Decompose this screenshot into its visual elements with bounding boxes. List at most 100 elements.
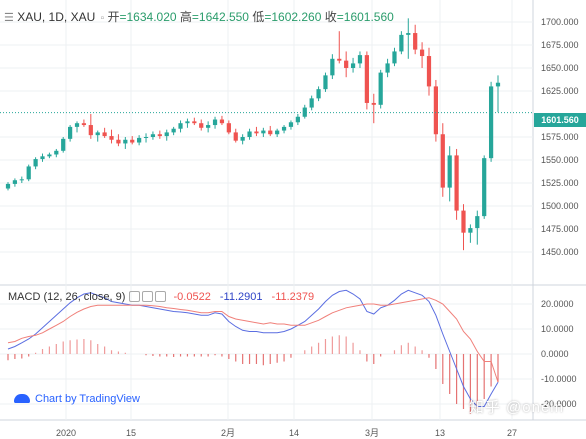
price-tick-label: 1675.000 (541, 40, 579, 50)
price-tick-label: 1475.000 (541, 224, 579, 234)
candle (475, 210, 480, 245)
candle (233, 128, 238, 143)
candle (68, 125, 73, 142)
low-value: =1602.260 (264, 10, 322, 24)
time-tick-label: 2020 (56, 428, 76, 438)
candle (378, 69, 383, 109)
time-tick-label: 15 (126, 428, 136, 438)
candle (406, 18, 411, 59)
candle (5, 182, 11, 191)
candle (81, 119, 87, 127)
candle (344, 51, 349, 78)
candle (192, 117, 197, 126)
candle (178, 120, 183, 133)
candle (350, 57, 356, 73)
close-value: =1601.560 (336, 10, 394, 24)
candle (482, 155, 487, 219)
candle (461, 204, 466, 251)
high-value: =1642.550 (191, 10, 249, 24)
high-label: 高 (179, 10, 192, 24)
candle (385, 58, 390, 78)
candle (143, 133, 149, 143)
candle (323, 72, 328, 92)
candle (47, 152, 52, 159)
collapse-icon[interactable]: ☰ (4, 12, 14, 24)
candle (426, 47, 432, 96)
macd-tick-label: -20.0000 (541, 399, 577, 409)
macd-line (7, 289, 499, 407)
candle (316, 86, 321, 102)
candle (240, 134, 245, 145)
tradingview-brand[interactable]: Chart by TradingView (14, 393, 140, 405)
candle (288, 120, 294, 130)
candle (185, 118, 190, 128)
candle (254, 126, 259, 137)
open-value: =1634.020 (119, 10, 177, 24)
candle (433, 79, 438, 142)
open-label: 开 (107, 10, 120, 24)
macd-histogram (7, 335, 499, 414)
candle (102, 127, 107, 138)
candle (309, 95, 314, 111)
candle (171, 126, 176, 136)
candle (247, 128, 252, 140)
close-icon[interactable] (155, 291, 167, 302)
candle (302, 104, 307, 119)
candle (281, 125, 287, 134)
signal-line (7, 297, 499, 383)
price-tick-label: 1450.000 (541, 247, 579, 257)
candle (357, 51, 363, 68)
candle (371, 93, 376, 124)
candle (226, 120, 231, 135)
candle (116, 134, 121, 147)
time-tick-label: 14 (289, 428, 299, 438)
ohlc-header: ☰ XAU, 1D, XAU ▫ 开=1634.020 高=1642.550 低… (4, 8, 394, 25)
candle (447, 146, 452, 202)
gear-icon[interactable] (142, 291, 154, 302)
signal-line-value: -11.2379 (271, 291, 315, 303)
settings-icon[interactable]: ▫ (100, 13, 105, 24)
candle (261, 127, 266, 137)
candles-series (5, 18, 501, 251)
price-tick-label: 1625.000 (541, 86, 579, 96)
candle (95, 130, 100, 142)
candle (137, 135, 142, 146)
candle (33, 157, 38, 170)
price-tick-label: 1575.000 (541, 132, 579, 142)
eye-icon[interactable] (129, 291, 141, 302)
cloud-icon (14, 394, 30, 403)
candle (364, 51, 369, 110)
macd-tick-label: 20.0000 (541, 299, 574, 309)
candle (419, 42, 425, 68)
candle (61, 137, 66, 153)
candle (295, 114, 300, 126)
candle (337, 31, 342, 64)
macd-title[interactable]: MACD (12, 26, close, 9) (8, 291, 126, 303)
brand-text: Chart by TradingView (35, 393, 140, 405)
candle (88, 114, 93, 139)
candle (157, 130, 162, 139)
symbol-label[interactable]: XAU, 1D, XAU (17, 10, 96, 24)
candle (440, 123, 445, 197)
candle (268, 125, 273, 137)
candle (54, 148, 59, 158)
time-tick-label: 3月 (365, 428, 379, 438)
time-tick-label: 13 (435, 428, 445, 438)
macd-line-value: -11.2901 (219, 291, 263, 303)
candle (495, 75, 501, 113)
price-tick-label: 1500.000 (541, 201, 579, 211)
candle (399, 31, 404, 55)
macd-tick-label: 0.0000 (541, 349, 569, 359)
macd-tick-label: 10.0000 (541, 324, 574, 334)
time-tick-label: 27 (507, 428, 517, 438)
candle (19, 176, 24, 183)
candle (12, 178, 18, 187)
price-tick-label: 1525.000 (541, 178, 579, 188)
candle (40, 153, 45, 162)
candle (330, 54, 335, 80)
last-price-tag: 1601.560 (534, 113, 586, 127)
candle (26, 164, 31, 182)
close-label: 收 (324, 10, 337, 24)
